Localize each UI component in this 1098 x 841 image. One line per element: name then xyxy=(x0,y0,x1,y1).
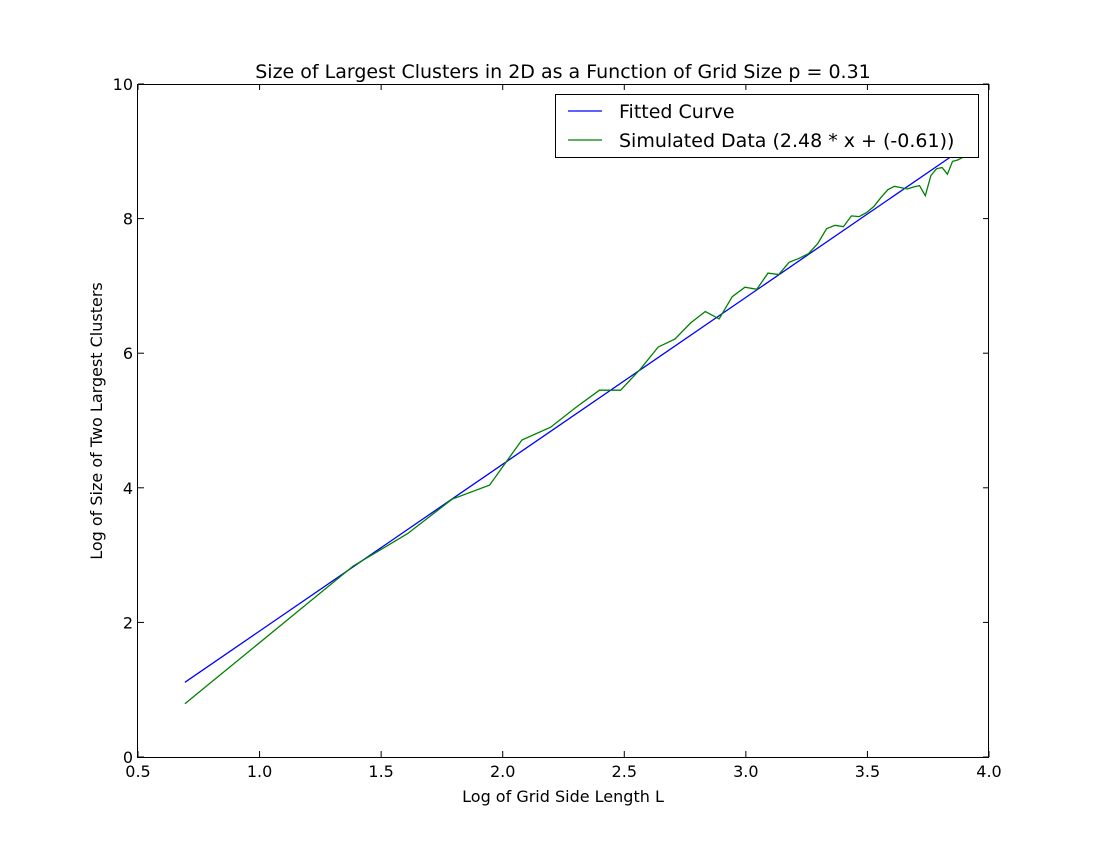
y-axis-ticks: 0 2 4 6 8 10 xyxy=(113,75,989,767)
y-tick-label: 6 xyxy=(123,344,133,363)
x-tick-label: 0.5 xyxy=(125,762,150,781)
legend-label-2: Simulated Data (2.48 * x + (-0.61)) xyxy=(619,130,954,152)
x-axis-label: Log of Grid Side Length L xyxy=(462,787,664,806)
y-tick-label: 0 xyxy=(123,748,133,767)
x-tick-label: 3.0 xyxy=(733,762,758,781)
y-axis-label: Log of Size of Two Largest Clusters xyxy=(87,282,106,560)
x-tick-label: 4.0 xyxy=(976,762,1001,781)
x-tick-label: 2.5 xyxy=(612,762,637,781)
plot-frame xyxy=(137,84,989,758)
chart-title: Size of Largest Clusters in 2D as a Func… xyxy=(255,61,871,83)
legend-label-1: Fitted Curve xyxy=(619,101,735,123)
y-tick-label: 4 xyxy=(123,479,133,498)
x-tick-label: 1.5 xyxy=(368,762,393,781)
y-tick-label: 8 xyxy=(123,210,133,229)
x-axis-ticks: 0.5 1.0 1.5 2.0 2.5 3.0 3.5 4.0 xyxy=(125,84,1002,781)
x-tick-label: 1.0 xyxy=(247,762,272,781)
legend: Fitted Curve Simulated Data (2.48 * x + (… xyxy=(555,94,979,158)
legend-box xyxy=(555,94,979,158)
y-tick-label: 10 xyxy=(113,75,133,94)
plot-area: 0.5 1.0 1.5 2.0 2.5 3.0 3.5 4.0 0 2 4 6 8 10 xyxy=(113,75,1002,781)
legend-entries: Fitted Curve Simulated Data (2.48 * x + (… xyxy=(568,101,954,152)
x-tick-label: 2.0 xyxy=(490,762,515,781)
series-line-1 xyxy=(184,148,964,683)
y-tick-label: 2 xyxy=(123,613,133,632)
series-layer xyxy=(184,148,964,705)
series-line-2 xyxy=(184,156,963,705)
x-tick-label: 3.5 xyxy=(855,762,880,781)
